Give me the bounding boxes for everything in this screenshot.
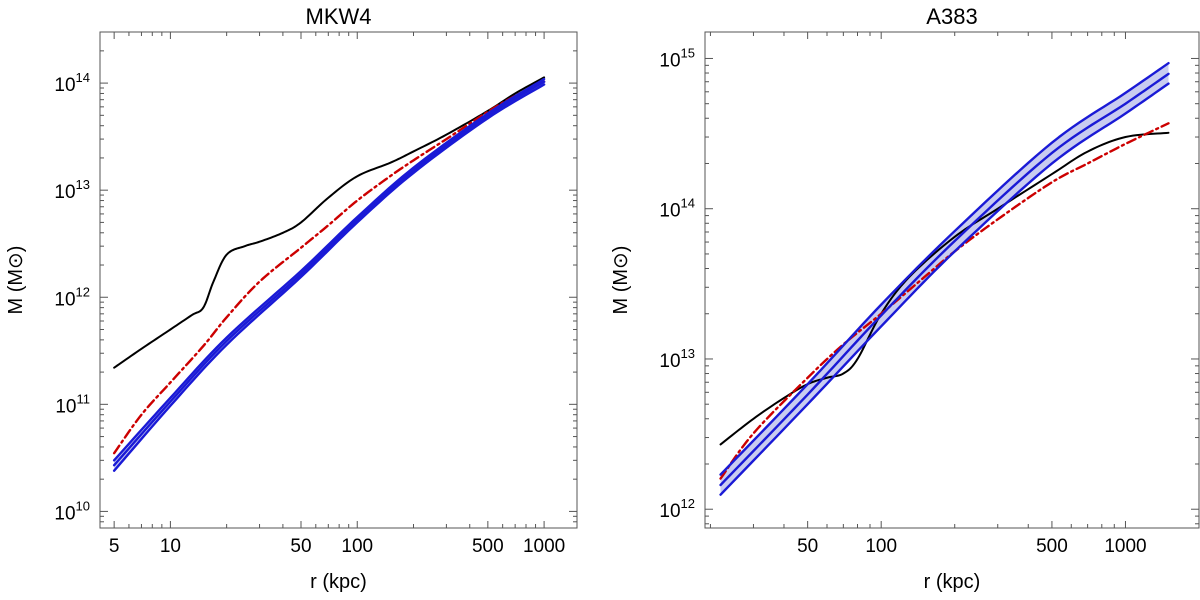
series-line-red-dashdot [112,80,546,455]
y-tick-label: 1013 [54,177,90,203]
y-tick-exponent: 13 [681,346,695,361]
series-line-red-dashdot [719,122,1170,480]
x-tick-label: 5 [109,536,120,557]
y-tick-base: 10 [54,503,75,524]
chart-title: A383 [926,4,977,29]
plot-area [112,76,546,472]
y-tick-label: 1014 [54,70,90,96]
y-tick-base: 10 [55,396,76,417]
y-tick-base: 10 [659,351,680,372]
x-tick-label: 100 [865,536,897,557]
plot-area [719,61,1170,496]
series-line-blue-band-upper [719,61,1170,476]
y-tick-exponent: 12 [681,496,695,511]
series-line-blue-band-center [719,72,1170,487]
y-tick-label: 1014 [659,196,695,222]
uncertainty-band [720,63,1169,495]
y-tick-base: 10 [54,289,75,310]
y-tick-exponent: 15 [681,45,695,60]
y-tick-base: 10 [54,75,75,96]
y-tick-label: 1015 [659,45,695,71]
y-tick-exponent: 14 [681,196,695,211]
chart-title: MKW4 [306,4,372,29]
panel-mkw4: 5 10 50 100 500 100010101011101210131014MKW4r… [5,4,578,593]
y-tick-base: 10 [659,50,680,71]
x-tick-label: 1000 [1104,536,1146,557]
y-tick-exponent: 10 [76,498,90,513]
y-tick-label: 1012 [54,284,90,310]
plot-frame [704,31,1200,529]
x-tick-label: 10 [160,536,181,557]
x-tick-label: 1000 [523,536,565,557]
series-line-blue-band-center [112,80,546,467]
y-tick-base: 10 [54,182,75,203]
y-tick-exponent: 13 [76,177,90,192]
x-axis-label: r (kpc) [924,571,981,593]
plot-frame [99,31,578,529]
series-line-blue-band-lower [719,82,1170,496]
y-tick-exponent: 11 [77,391,91,406]
x-tick-label: 100 [341,536,373,557]
series-line-blue-band-lower [112,83,546,472]
x-tick-label: 500 [472,536,504,557]
y-tick-exponent: 14 [76,70,90,85]
uncertainty-band [114,79,545,471]
y-tick-base: 10 [659,201,680,222]
y-tick-label: 1011 [55,391,90,417]
x-axis-label: r (kpc) [310,571,367,593]
series-line-black-solid [719,131,1170,446]
y-tick-exponent: 12 [76,284,90,299]
y-axis-label: M (M⊙) [5,246,27,315]
y-axis-label: M (M⊙) [610,246,632,315]
series-line-black-solid [113,76,546,369]
x-tick-label: 50 [290,536,311,557]
x-tick-label: 500 [1036,536,1068,557]
y-tick-label: 1010 [54,498,90,524]
series-line-blue-band-upper [112,77,546,462]
x-tick-label: 50 [797,536,818,557]
y-tick-label: 1013 [659,346,695,372]
y-tick-base: 10 [659,501,680,522]
y-tick-label: 1012 [659,496,695,522]
